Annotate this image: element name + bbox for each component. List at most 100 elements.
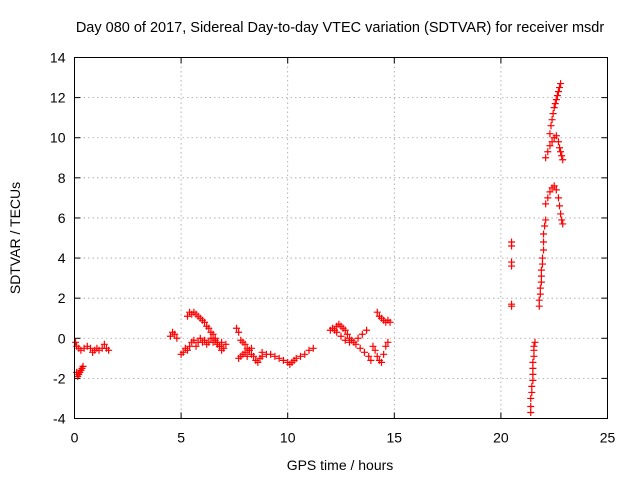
data-point	[211, 334, 219, 342]
y-tick-label: 4	[58, 250, 66, 266]
data-point	[551, 100, 559, 108]
data-point	[559, 156, 567, 164]
data-point	[243, 352, 251, 360]
data-point	[380, 350, 388, 358]
data-point	[549, 110, 557, 118]
data-point	[271, 352, 279, 360]
data-point	[267, 350, 275, 358]
data-point	[218, 346, 226, 354]
data-point	[529, 376, 537, 384]
data-point	[554, 138, 562, 146]
data-point	[296, 352, 304, 360]
data-point	[301, 350, 309, 358]
y-tick-label: 12	[50, 90, 66, 106]
data-point	[241, 340, 249, 348]
data-point	[546, 188, 554, 196]
data-point	[173, 334, 181, 342]
data-point	[544, 148, 552, 156]
data-point	[350, 338, 358, 346]
data-point	[552, 186, 560, 194]
x-tick-label: 20	[493, 430, 509, 446]
chart-title: Day 080 of 2017, Sidereal Day-to-day VTE…	[76, 20, 605, 36]
data-point	[535, 296, 543, 304]
data-point	[105, 346, 113, 354]
data-point	[547, 122, 555, 130]
data-point	[100, 340, 108, 348]
data-point	[343, 330, 351, 338]
data-point	[558, 152, 566, 160]
data-point	[557, 80, 565, 88]
plot-frame	[74, 57, 608, 419]
data-point	[367, 356, 375, 364]
data-point	[337, 332, 345, 340]
x-axis-label: GPS time / hours	[287, 457, 394, 473]
data-point	[333, 328, 341, 336]
data-point	[254, 358, 262, 366]
data-series-sdtvar	[72, 80, 567, 416]
data-point	[250, 352, 258, 360]
data-point	[531, 338, 539, 346]
data-point	[529, 364, 537, 372]
data-point	[537, 266, 545, 274]
data-point	[201, 336, 209, 344]
y-tick-label: 2	[58, 290, 66, 306]
x-tick-label: 0	[71, 430, 79, 446]
data-point	[72, 338, 80, 346]
data-point	[548, 138, 556, 146]
data-point	[386, 318, 394, 326]
data-point	[546, 142, 554, 150]
data-point	[537, 272, 545, 280]
data-point	[190, 336, 198, 344]
data-point	[542, 200, 550, 208]
data-point	[557, 148, 565, 156]
x-tick-label: 10	[280, 430, 296, 446]
x-tick-label: 5	[177, 430, 185, 446]
data-point	[527, 402, 535, 410]
data-point	[550, 104, 558, 112]
data-point	[171, 330, 179, 338]
data-point	[544, 194, 552, 202]
data-point	[382, 342, 390, 350]
data-point	[556, 84, 564, 92]
data-point	[235, 328, 243, 336]
data-point	[86, 344, 94, 352]
data-point	[247, 344, 255, 352]
data-point	[179, 348, 187, 356]
data-point	[554, 88, 562, 96]
data-point	[358, 330, 366, 338]
data-point	[528, 382, 536, 390]
data-point	[541, 222, 549, 230]
data-point	[552, 132, 560, 140]
data-point	[538, 260, 546, 268]
data-point	[508, 242, 516, 250]
data-point	[356, 344, 364, 352]
data-point	[354, 334, 362, 342]
data-point	[360, 348, 368, 356]
data-point	[309, 344, 317, 352]
x-tick-label: 25	[600, 430, 616, 446]
y-tick-label: 8	[58, 170, 66, 186]
data-point	[556, 144, 564, 152]
data-point	[371, 346, 379, 354]
data-point	[527, 408, 535, 416]
data-point	[538, 254, 546, 262]
data-point	[233, 324, 241, 332]
data-point	[537, 278, 545, 286]
data-point	[529, 358, 537, 366]
data-point	[369, 342, 377, 350]
data-point	[196, 334, 204, 342]
data-point	[258, 348, 266, 356]
y-tick-label: 10	[50, 130, 66, 146]
data-point	[166, 332, 174, 340]
data-point	[508, 262, 516, 270]
data-point	[215, 342, 223, 350]
data-point	[209, 330, 217, 338]
data-point	[542, 154, 550, 162]
y-tick-label: 14	[50, 50, 66, 66]
data-point	[205, 324, 213, 332]
data-point	[529, 370, 537, 378]
data-point	[279, 356, 287, 364]
data-point	[542, 216, 550, 224]
data-point	[540, 238, 548, 246]
